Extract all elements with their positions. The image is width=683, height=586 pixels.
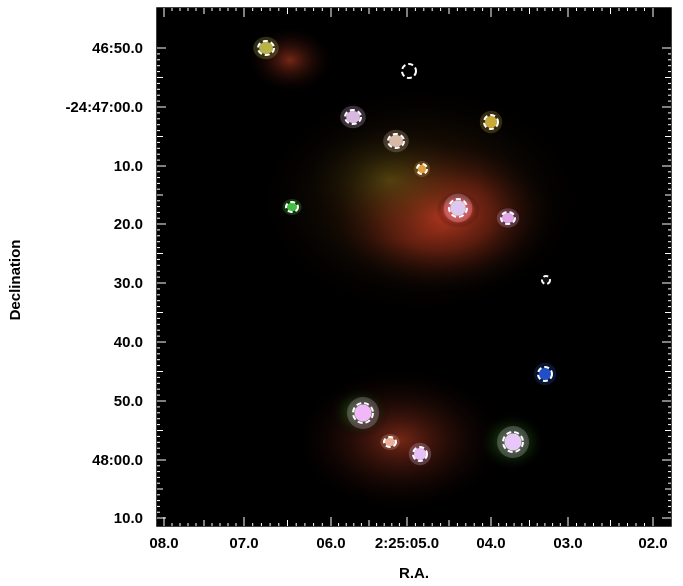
source-region-outline: [541, 275, 551, 285]
y-tick-label: 46:50.0: [92, 40, 143, 57]
y-tick-label: -24:47:00.0: [65, 99, 143, 116]
source-region-outline: [352, 402, 374, 424]
y-tick-labels: 46:50.0 -24:47:00.0 10.0 20.0 30.0 40.0 50.0 48…: [65, 40, 143, 527]
source-13: [380, 434, 400, 450]
source-9: [443, 193, 473, 223]
source-region-outline: [387, 133, 405, 149]
tick-marks: [157, 8, 671, 526]
diffuse-emission-lower: [290, 365, 510, 515]
source-region-outline: [285, 201, 299, 213]
source-core: [259, 42, 273, 54]
plot-frame: [156, 7, 672, 527]
source-core: [417, 164, 427, 174]
x-tick-label: 02.0: [638, 535, 667, 552]
source-3: [340, 105, 366, 129]
source-11: [533, 362, 557, 386]
y-tick-label: 48:00.0: [92, 452, 143, 469]
source-core: [539, 368, 551, 380]
y-tick-label: 20.0: [114, 216, 143, 233]
x-tick-labels: 08.0 07.0 06.0 2:25:05.0 04.0 03.0 02.0: [149, 535, 667, 552]
source-14: [408, 442, 432, 466]
x-tick-label: 06.0: [316, 535, 345, 552]
diffuse-emission-topleft: [245, 25, 335, 95]
source-8: [496, 208, 520, 228]
source-region-outline: [500, 211, 516, 225]
source-core: [346, 111, 360, 123]
sky-image: [157, 8, 671, 526]
source-core: [384, 437, 396, 447]
sources-layer: [253, 36, 557, 466]
y-axis-title: Declination: [7, 240, 24, 321]
source-core: [414, 448, 426, 460]
source-6: [414, 161, 430, 177]
source-2: [397, 59, 421, 83]
source-core: [354, 404, 372, 422]
x-axis-title: R.A.: [399, 565, 429, 582]
source-region-outline: [502, 431, 524, 453]
x-tick-label: 08.0: [149, 535, 178, 552]
y-tick-label: 50.0: [114, 393, 143, 410]
source-core: [389, 135, 403, 147]
source-7: [282, 199, 302, 215]
source-core: [502, 212, 514, 224]
source-region-outline: [412, 446, 428, 462]
x-tick-label: 07.0: [229, 535, 258, 552]
source-region-outline: [537, 366, 553, 382]
y-tick-label: 10.0: [114, 510, 143, 527]
source-1: [253, 36, 279, 60]
source-core: [403, 65, 415, 77]
source-core: [286, 202, 298, 212]
source-region-outline: [448, 198, 468, 218]
source-core: [542, 276, 550, 284]
source-core: [450, 200, 466, 216]
source-12: [347, 397, 379, 429]
source-region-outline: [257, 40, 275, 56]
x-tick-label: 2:25:05.0: [375, 535, 439, 552]
source-region-outline: [344, 109, 362, 125]
y-tick-label: 30.0: [114, 275, 143, 292]
source-5: [479, 110, 503, 134]
source-10: [539, 273, 553, 287]
x-tick-label: 04.0: [476, 535, 505, 552]
source-15: [497, 426, 529, 458]
source-core: [485, 116, 497, 128]
source-region-outline: [483, 114, 499, 130]
y-tick-label: 40.0: [114, 334, 143, 351]
source-core: [504, 433, 522, 451]
source-4: [383, 129, 409, 153]
source-region-outline: [416, 163, 428, 175]
source-region-outline: [401, 63, 417, 79]
y-tick-label: 10.0: [114, 158, 143, 175]
diffuse-emission-yellow: [300, 120, 480, 240]
x-tick-label: 03.0: [553, 535, 582, 552]
source-region-outline: [383, 436, 397, 448]
